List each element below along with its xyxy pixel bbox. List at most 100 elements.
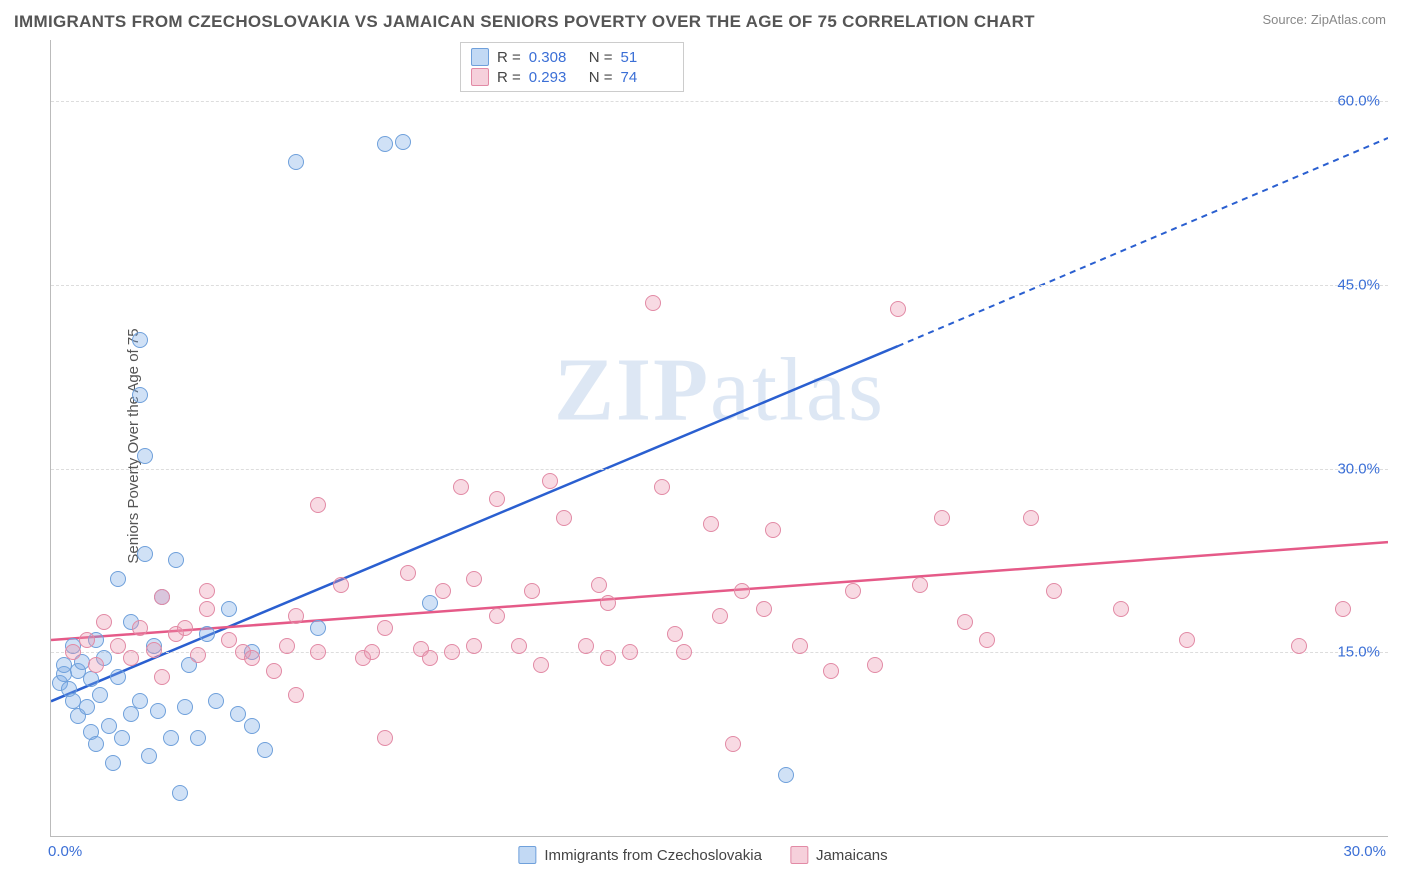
scatter-point (88, 736, 104, 752)
scatter-point (279, 638, 295, 654)
scatter-point (163, 730, 179, 746)
stat-label-N: N = (589, 69, 613, 86)
scatter-point (310, 644, 326, 660)
scatter-point (154, 589, 170, 605)
scatter-point (912, 577, 928, 593)
scatter-point (979, 632, 995, 648)
scatter-point (244, 650, 260, 666)
scatter-point (208, 693, 224, 709)
x-tick-start: 0.0% (48, 843, 82, 860)
scatter-point (266, 663, 282, 679)
scatter-point (1113, 601, 1129, 617)
scatter-point (79, 699, 95, 715)
scatter-point (221, 601, 237, 617)
scatter-point (667, 626, 683, 642)
scatter-point (435, 583, 451, 599)
scatter-point (114, 730, 130, 746)
stat-label-N: N = (589, 49, 613, 66)
x-tick-end: 30.0% (1343, 843, 1386, 860)
scatter-point (199, 601, 215, 617)
trend-lines (51, 40, 1388, 836)
scatter-point (422, 595, 438, 611)
scatter-point (79, 632, 95, 648)
legend-stats-row-2: R = 0.293 N = 74 (471, 67, 673, 87)
scatter-point (591, 577, 607, 593)
scatter-point (310, 497, 326, 513)
legend-item-2: Jamaicans (790, 846, 888, 864)
scatter-point (190, 730, 206, 746)
scatter-point (867, 657, 883, 673)
scatter-point (92, 687, 108, 703)
stat-N-1: 51 (621, 49, 673, 66)
scatter-point (110, 638, 126, 654)
scatter-point (377, 136, 393, 152)
scatter-point (845, 583, 861, 599)
scatter-point (137, 448, 153, 464)
scatter-point (676, 644, 692, 660)
scatter-point (101, 718, 117, 734)
scatter-point (105, 755, 121, 771)
scatter-point (168, 552, 184, 568)
scatter-point (172, 785, 188, 801)
legend-bottom: Immigrants from Czechoslovakia Jamaicans (518, 846, 887, 864)
scatter-point (489, 491, 505, 507)
scatter-point (65, 644, 81, 660)
scatter-point (132, 332, 148, 348)
scatter-point (489, 608, 505, 624)
scatter-point (556, 510, 572, 526)
scatter-point (524, 583, 540, 599)
scatter-point (123, 650, 139, 666)
scatter-point (230, 706, 246, 722)
swatch-blue (471, 48, 489, 66)
scatter-point (466, 571, 482, 587)
scatter-point (154, 669, 170, 685)
scatter-point (533, 657, 549, 673)
scatter-point (288, 687, 304, 703)
y-tick-label: 45.0% (1337, 276, 1380, 293)
scatter-point (734, 583, 750, 599)
scatter-point (132, 693, 148, 709)
scatter-point (199, 583, 215, 599)
scatter-point (1046, 583, 1062, 599)
legend-stats: R = 0.308 N = 51 R = 0.293 N = 74 (460, 42, 684, 92)
scatter-point (310, 620, 326, 636)
scatter-point (377, 620, 393, 636)
scatter-point (395, 134, 411, 150)
scatter-point (422, 650, 438, 666)
stat-R-1: 0.308 (529, 49, 581, 66)
scatter-point (934, 510, 950, 526)
scatter-point (333, 577, 349, 593)
scatter-point (110, 571, 126, 587)
gridline (51, 469, 1388, 470)
legend-item-1: Immigrants from Czechoslovakia (518, 846, 762, 864)
scatter-point (190, 647, 206, 663)
scatter-point (137, 546, 153, 562)
y-tick-label: 15.0% (1337, 644, 1380, 661)
scatter-point (578, 638, 594, 654)
scatter-point (257, 742, 273, 758)
y-tick-label: 30.0% (1337, 460, 1380, 477)
scatter-point (466, 638, 482, 654)
watermark: ZIPatlas (554, 339, 885, 442)
stat-N-2: 74 (621, 69, 673, 86)
scatter-point (177, 699, 193, 715)
swatch-blue (518, 846, 536, 864)
scatter-point (132, 387, 148, 403)
scatter-point (823, 663, 839, 679)
scatter-point (288, 154, 304, 170)
scatter-point (444, 644, 460, 660)
scatter-point (890, 301, 906, 317)
legend-label: Immigrants from Czechoslovakia (544, 847, 762, 864)
stat-R-2: 0.293 (529, 69, 581, 86)
scatter-point (244, 718, 260, 734)
scatter-point (765, 522, 781, 538)
chart-area: ZIPatlas 15.0%30.0%45.0%60.0% (50, 40, 1388, 837)
scatter-point (645, 295, 661, 311)
scatter-point (110, 669, 126, 685)
scatter-point (778, 767, 794, 783)
scatter-point (756, 601, 772, 617)
gridline (51, 285, 1388, 286)
stat-label-R: R = (497, 49, 521, 66)
scatter-point (703, 516, 719, 532)
scatter-point (83, 671, 99, 687)
